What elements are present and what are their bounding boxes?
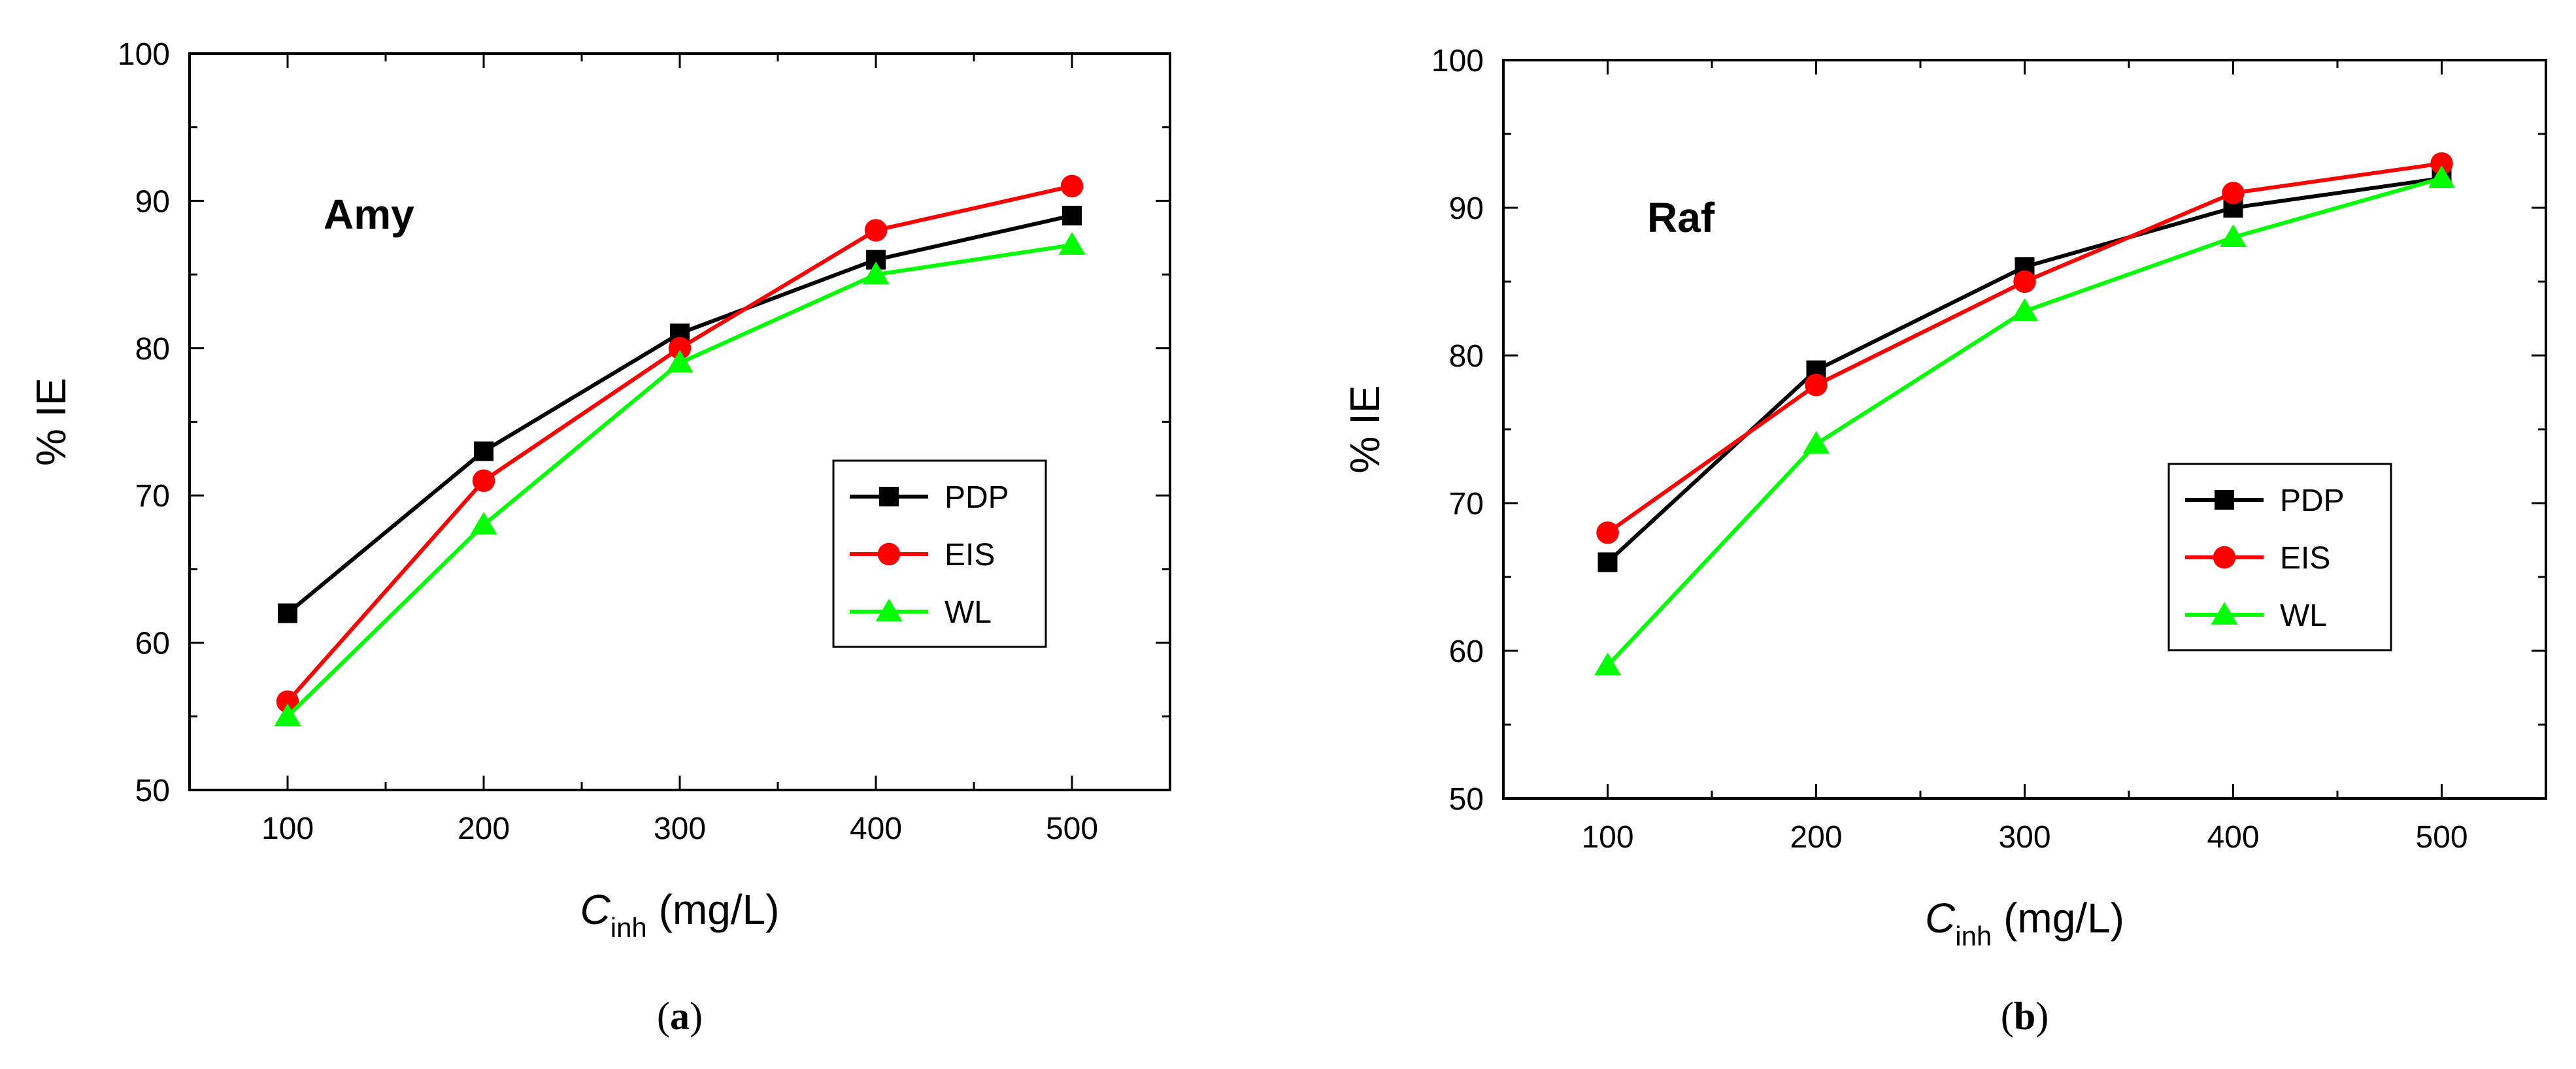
- caption-open: (: [657, 995, 670, 1038]
- legend: PDP EIS WL: [2167, 463, 2392, 651]
- data-point: [2430, 152, 2453, 175]
- y-tick-label: 50: [135, 774, 170, 808]
- y-tick-label: 80: [135, 332, 170, 367]
- legend-label: EIS: [2280, 541, 2330, 576]
- x-tick-label: 100: [261, 812, 314, 846]
- data-point: [1597, 552, 1618, 572]
- y-tick-label: 60: [135, 627, 170, 661]
- data-point: [862, 261, 890, 284]
- x-axis-label-unit: (mg/L): [647, 886, 780, 933]
- data-point: [1596, 521, 1619, 544]
- legend-label: WL: [2280, 599, 2327, 633]
- data-point: [474, 441, 493, 461]
- y-tick-label: 70: [135, 479, 170, 514]
- y-tick-label: 60: [1449, 634, 1484, 669]
- x-axis-label-main: C: [1925, 895, 1956, 942]
- data-point: [666, 350, 694, 373]
- data-point: [1058, 232, 1086, 255]
- legend-label: EIS: [945, 538, 995, 572]
- x-tick-label: 100: [1581, 820, 1633, 855]
- legend-label: PDP: [2280, 484, 2345, 518]
- data-point: [1803, 431, 1830, 454]
- data-point: [2011, 298, 2038, 321]
- caption-close: ): [2035, 995, 2049, 1038]
- series-pdp: [278, 205, 1082, 623]
- data-point: [2013, 270, 2036, 293]
- y-tick-label: 50: [1449, 782, 1484, 817]
- caption-close: ): [690, 995, 703, 1038]
- x-tick-label: 400: [2207, 820, 2259, 855]
- panel-title: Raf: [1647, 194, 1715, 241]
- data-point: [2220, 224, 2247, 248]
- data-point: [274, 703, 301, 727]
- series-eis: [1596, 152, 2453, 544]
- data-point: [1060, 174, 1084, 198]
- legend-marker: [877, 542, 901, 566]
- chart-panel-b: 100 200 300 400 500 50 60 70 80 90 100 % IE Cinh (mg…: [1341, 44, 2547, 1038]
- data-point: [1062, 205, 1082, 225]
- legend-label: WL: [945, 595, 992, 630]
- data-point: [1805, 373, 1828, 397]
- legend-item-wl: WL: [2185, 599, 2327, 633]
- x-tick-label: 500: [1046, 812, 1098, 846]
- panel-caption: (b): [2001, 995, 2049, 1038]
- legend-marker: [2211, 602, 2238, 625]
- y-axis-label: % IE: [27, 378, 75, 466]
- y-tick-label: 70: [1449, 487, 1484, 521]
- data-point: [668, 337, 692, 360]
- x-tick-label: 200: [458, 812, 510, 846]
- x-tick-label: 200: [1790, 820, 1842, 855]
- data-point: [864, 219, 888, 242]
- x-axis-label-main: C: [580, 886, 611, 933]
- legend: PDP EIS WL: [832, 459, 1047, 648]
- panel-caption: (a): [657, 995, 703, 1038]
- data-point: [1594, 652, 1621, 676]
- legend-item-eis: EIS: [2185, 541, 2330, 576]
- series-wl: [274, 232, 1086, 727]
- legend-marker: [879, 487, 899, 506]
- data-point: [278, 603, 297, 623]
- x-tick-label: 500: [2415, 820, 2467, 855]
- series-eis: [276, 174, 1084, 714]
- legend-marker: [2215, 490, 2234, 510]
- data-point: [472, 469, 495, 492]
- x-tick-label: 400: [850, 812, 902, 846]
- legend-item-pdp: PDP: [2185, 484, 2345, 518]
- data-point: [276, 690, 299, 714]
- y-tick-label: 90: [135, 184, 170, 219]
- caption-letter: b: [2014, 995, 2035, 1038]
- x-axis-label: Cinh (mg/L): [580, 886, 780, 943]
- x-tick-label: 300: [1998, 820, 2050, 855]
- caption-open: (: [2001, 995, 2014, 1038]
- legend-marker: [2213, 546, 2236, 569]
- y-tick-label: 100: [1431, 44, 1484, 78]
- caption-letter: a: [670, 995, 690, 1038]
- series-wl: [1594, 165, 2455, 676]
- data-point: [470, 512, 497, 535]
- x-axis-label-sub: inh: [1955, 921, 1992, 951]
- y-tick-label: 90: [1449, 191, 1484, 226]
- y-axis-label: % IE: [1341, 385, 1388, 473]
- chart-panel-a: 100 200 300 400 500 50 60 70 80 90 100 % IE Cinh (mg…: [27, 37, 1171, 1038]
- legend-label: PDP: [945, 480, 1009, 515]
- data-point: [2222, 182, 2245, 205]
- x-axis-label-unit: (mg/L): [1992, 895, 2124, 942]
- y-tick-label: 100: [118, 37, 170, 72]
- legend-item-wl: WL: [850, 595, 992, 630]
- data-point: [2428, 165, 2455, 188]
- legend-marker: [875, 599, 903, 621]
- y-tick-label: 80: [1449, 339, 1484, 374]
- legend-item-pdp: PDP: [850, 480, 1009, 515]
- plot-frame: [188, 52, 1171, 791]
- legend-item-eis: EIS: [850, 538, 995, 572]
- x-axis-label-sub: inh: [611, 912, 647, 943]
- x-axis-label: Cinh (mg/L): [1925, 895, 2124, 951]
- x-tick-label: 300: [654, 812, 706, 846]
- panel-title: Amy: [324, 191, 414, 238]
